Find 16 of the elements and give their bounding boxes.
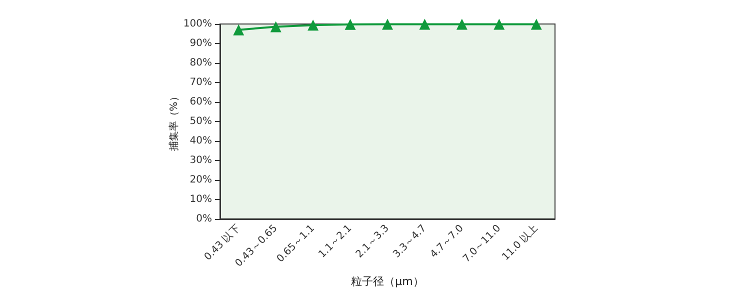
y-tick-label: 100% bbox=[183, 18, 212, 30]
y-tick-label: 30% bbox=[190, 154, 212, 166]
y-axis-title: 捕集率（%） bbox=[168, 92, 180, 152]
y-tick-label: 40% bbox=[190, 135, 212, 146]
y-tick-label: 90% bbox=[190, 38, 212, 49]
y-tick-label: 0% bbox=[196, 213, 212, 224]
x-axis-title: 粒子径（μm） bbox=[351, 275, 424, 288]
x-tick-label: 2.1～3.3 bbox=[354, 222, 392, 260]
y-tick-label: 10% bbox=[190, 194, 212, 205]
y-tick-label: 70% bbox=[190, 76, 212, 88]
y-tick-label: 20% bbox=[190, 174, 212, 186]
x-tick-label: 3.3～4.7 bbox=[391, 222, 429, 260]
y-tick-label: 80% bbox=[190, 57, 212, 68]
x-tick-label: 1.1～2.1 bbox=[316, 222, 354, 260]
y-tick-label: 50% bbox=[190, 116, 212, 127]
y-tick-label: 60% bbox=[190, 96, 212, 108]
